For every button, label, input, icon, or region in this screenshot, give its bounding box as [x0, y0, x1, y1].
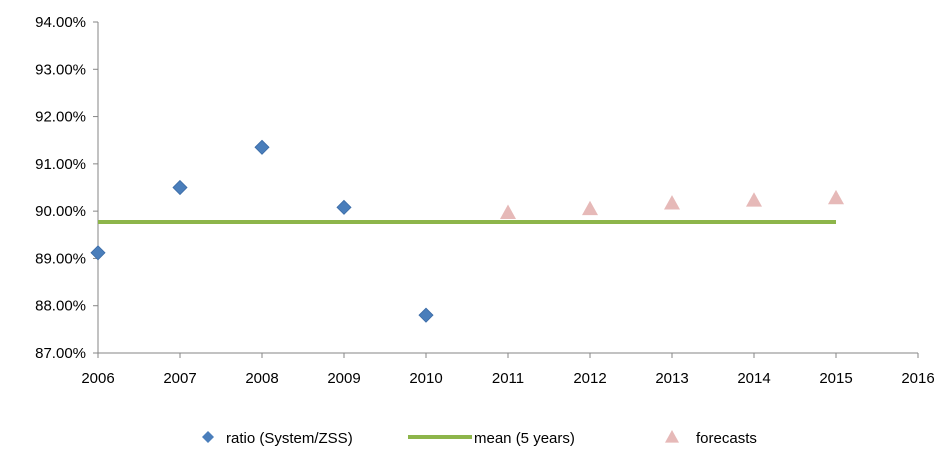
- legend-triangle-swatch: [665, 430, 679, 443]
- x-axis-ticks: 2006 2007 2008 2009 2010 2011 2012 2013 2014 2015…: [81, 353, 935, 387]
- axes: [97, 22, 918, 354]
- ratio-point: [336, 199, 352, 215]
- y-tick-label: 93.00%: [35, 61, 86, 78]
- y-tick-label: 87.00%: [35, 345, 86, 362]
- x-tick-label: 2006: [81, 370, 114, 387]
- y-tick-label: 89.00%: [35, 250, 86, 267]
- forecast-point: [746, 192, 762, 207]
- x-tick-label: 2014: [737, 370, 770, 387]
- legend-label-3: forecasts: [696, 430, 757, 447]
- forecast-point: [828, 189, 844, 205]
- y-tick-label: 92.00%: [35, 109, 86, 126]
- forecast-point: [582, 200, 598, 216]
- y-tick-label: 90.00%: [35, 203, 86, 220]
- x-tick-label: 2013: [655, 370, 688, 387]
- y-tick-label: 88.00%: [35, 298, 86, 315]
- x-tick-label: 2015: [819, 370, 852, 387]
- x-tick-label: 2011: [492, 370, 524, 387]
- y-tick-label: 94.00%: [35, 14, 86, 31]
- x-tick-label: 2012: [573, 370, 606, 387]
- x-tick-label: 2007: [163, 370, 196, 387]
- x-tick-label: 2010: [409, 370, 442, 387]
- legend-label-1: ratio (System/ZSS): [226, 430, 353, 447]
- ratio-point: [254, 139, 270, 155]
- y-tick-label: 91.00%: [35, 156, 86, 173]
- series-layer: [90, 139, 844, 323]
- ratio-point: [418, 307, 434, 323]
- x-tick-label: 2009: [327, 370, 360, 387]
- x-tick-label: 2016: [901, 370, 934, 387]
- y-axis-ticks: 87.00% 88.00% 89.00% 90.00% 91.00% 92.00% 93.0…: [35, 14, 98, 362]
- forecast-point: [500, 204, 516, 219]
- ratio-point: [90, 245, 106, 261]
- legend-label-2: mean (5 years): [474, 430, 575, 447]
- ratio-point: [172, 179, 188, 196]
- legend: ratio (System/ZSS) mean (5 years) forecast…: [202, 430, 757, 447]
- forecast-point: [664, 195, 680, 210]
- x-tick-label: 2008: [245, 370, 278, 387]
- legend-diamond-swatch: [202, 431, 214, 443]
